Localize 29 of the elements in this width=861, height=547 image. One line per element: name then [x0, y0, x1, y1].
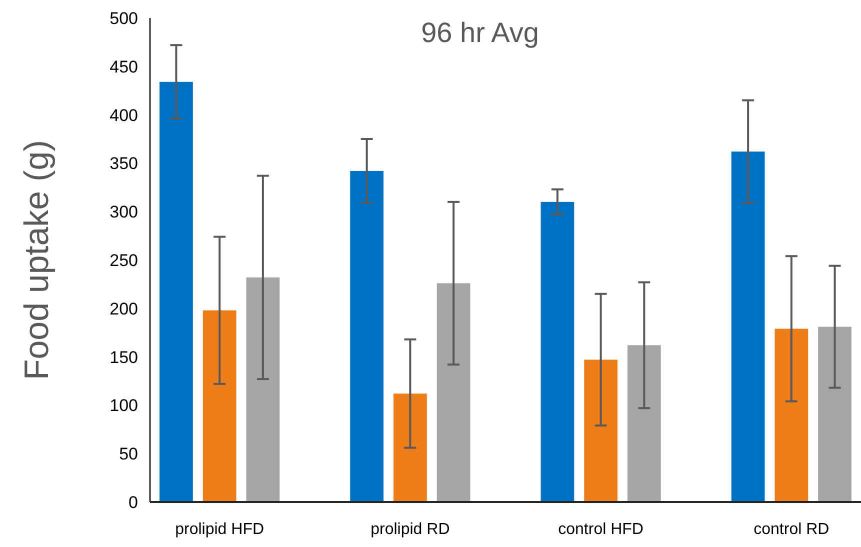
- y-tick-label: 50: [119, 444, 138, 464]
- bar: [394, 394, 427, 502]
- y-tick-label: 200: [110, 299, 138, 318]
- chart-title: 96 hr Avg: [421, 17, 539, 48]
- bar: [774, 328, 808, 502]
- bar: [627, 345, 661, 502]
- bar: [160, 82, 193, 502]
- bar: [818, 326, 852, 502]
- y-tick-label: 300: [110, 202, 138, 222]
- y-tick-label: 0: [128, 492, 138, 512]
- x-tick-label: control RD: [754, 521, 830, 538]
- bar: [350, 170, 384, 502]
- y-tick-label: 400: [110, 106, 138, 125]
- y-tick-label: 100: [110, 396, 138, 416]
- x-tick-label: prolipid RD: [370, 521, 450, 538]
- x-tick-label: prolipid HFD: [175, 521, 264, 538]
- y-tick-label: 450: [110, 57, 138, 76]
- bar: [540, 202, 574, 502]
- bar: [202, 310, 236, 502]
- bar: [731, 152, 765, 502]
- bar: [436, 283, 470, 502]
- bar: [584, 360, 618, 502]
- y-axis-title: Food uptake (g): [18, 140, 56, 380]
- y-tick-label: 500: [110, 8, 138, 28]
- y-tick-label: 250: [110, 250, 138, 270]
- y-tick-label: 150: [110, 348, 138, 367]
- y-tick-label: 350: [110, 154, 138, 174]
- bar: [246, 277, 280, 502]
- x-tick-label: control HFD: [558, 521, 644, 538]
